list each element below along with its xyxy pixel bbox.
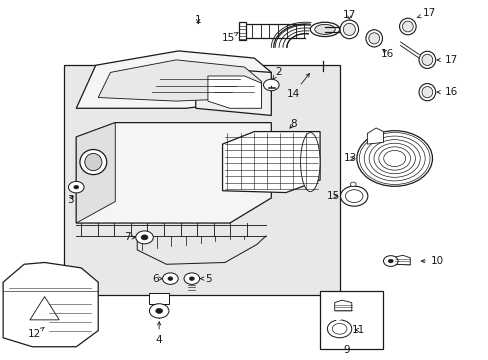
Ellipse shape — [310, 22, 339, 37]
Polygon shape — [366, 128, 383, 144]
Text: 1: 1 — [194, 15, 201, 25]
Polygon shape — [3, 262, 98, 347]
Circle shape — [263, 79, 279, 91]
Polygon shape — [98, 60, 261, 101]
Circle shape — [189, 277, 194, 280]
Bar — [64, 65, 339, 295]
Text: 16: 16 — [380, 49, 393, 59]
Text: 17: 17 — [416, 8, 435, 18]
Circle shape — [387, 259, 392, 263]
Ellipse shape — [402, 21, 412, 32]
Text: 2: 2 — [272, 67, 282, 79]
Ellipse shape — [300, 132, 320, 192]
Text: 15: 15 — [222, 32, 238, 42]
Text: 9: 9 — [343, 345, 349, 355]
Ellipse shape — [421, 86, 432, 98]
Circle shape — [68, 181, 84, 193]
Ellipse shape — [399, 18, 415, 35]
Circle shape — [167, 277, 172, 280]
Text: 16: 16 — [436, 87, 457, 97]
Ellipse shape — [84, 153, 102, 171]
Polygon shape — [394, 255, 409, 265]
Text: 6: 6 — [152, 274, 162, 284]
Circle shape — [136, 231, 153, 244]
Circle shape — [340, 186, 367, 206]
Text: 14: 14 — [286, 73, 309, 99]
Polygon shape — [195, 67, 271, 116]
Text: 11: 11 — [351, 325, 364, 335]
Ellipse shape — [356, 131, 431, 186]
Circle shape — [156, 309, 162, 314]
Ellipse shape — [80, 149, 106, 175]
Circle shape — [327, 320, 351, 338]
Text: 8: 8 — [289, 120, 296, 129]
Polygon shape — [207, 76, 261, 108]
Circle shape — [349, 182, 355, 186]
Ellipse shape — [365, 30, 382, 47]
Text: 12: 12 — [28, 327, 44, 339]
Ellipse shape — [339, 20, 358, 39]
Text: 15: 15 — [326, 191, 339, 201]
Ellipse shape — [418, 84, 435, 101]
Circle shape — [383, 256, 397, 266]
Text: 17: 17 — [342, 10, 355, 20]
Text: 4: 4 — [156, 322, 162, 345]
Text: 17: 17 — [436, 55, 457, 65]
Bar — [320, 291, 383, 348]
Text: 7: 7 — [124, 232, 135, 242]
Ellipse shape — [368, 33, 379, 44]
Ellipse shape — [343, 23, 355, 35]
Polygon shape — [222, 132, 320, 193]
Circle shape — [162, 273, 178, 284]
Text: 10: 10 — [421, 256, 443, 266]
Polygon shape — [76, 123, 271, 223]
Ellipse shape — [418, 51, 435, 68]
Polygon shape — [149, 293, 168, 304]
Circle shape — [149, 304, 168, 318]
Text: 5: 5 — [200, 274, 212, 284]
Bar — [238, 22, 246, 40]
Circle shape — [74, 185, 79, 189]
Text: 3: 3 — [67, 195, 74, 205]
Circle shape — [141, 235, 148, 240]
Ellipse shape — [421, 54, 432, 66]
Text: 13: 13 — [343, 153, 356, 163]
Polygon shape — [334, 300, 351, 311]
Polygon shape — [76, 51, 271, 108]
Polygon shape — [76, 123, 115, 223]
Ellipse shape — [314, 24, 334, 35]
Circle shape — [183, 273, 199, 284]
